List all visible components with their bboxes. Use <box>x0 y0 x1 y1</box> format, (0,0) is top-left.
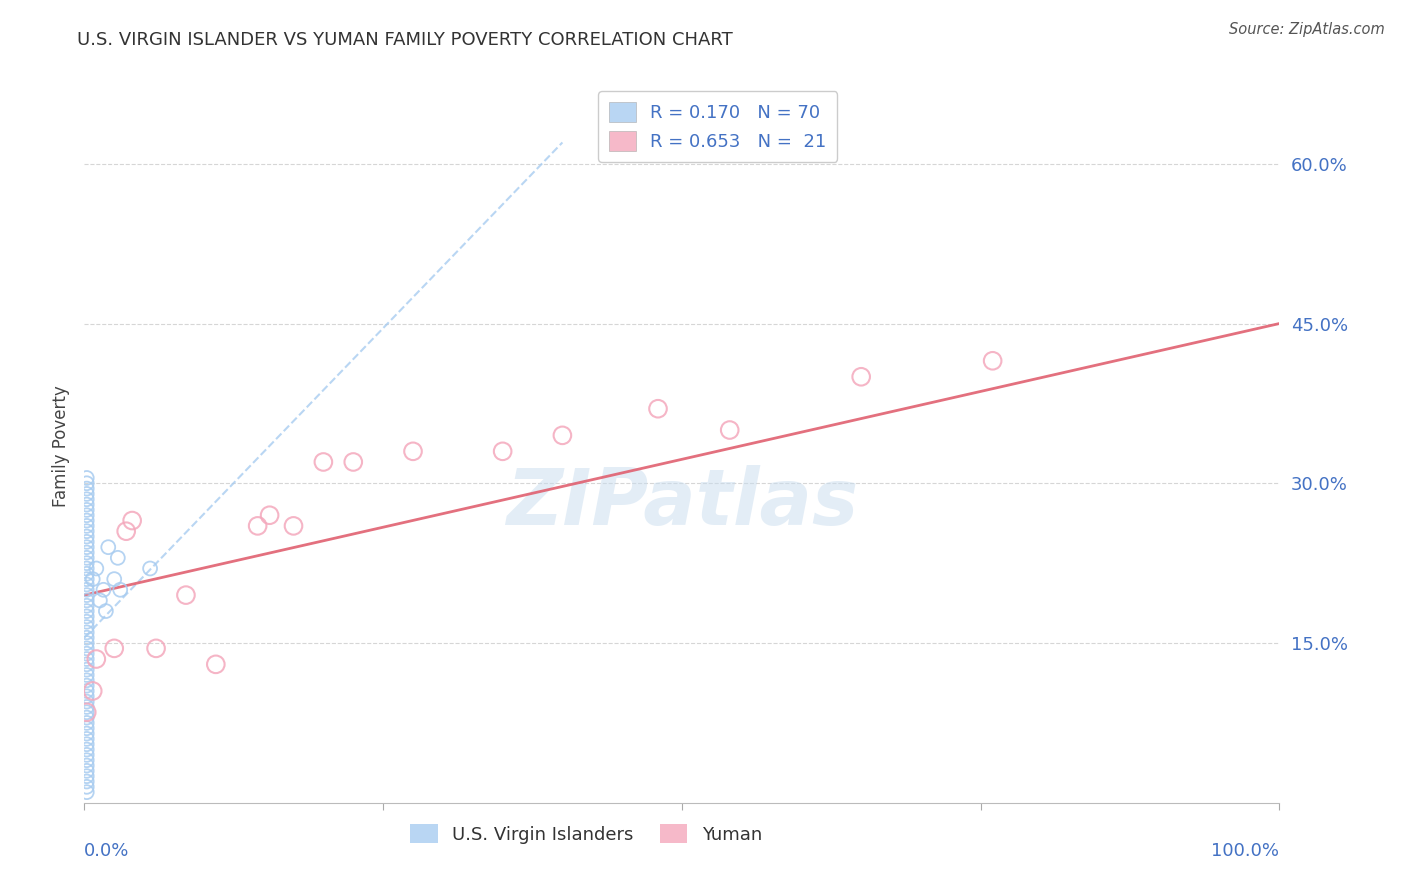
Point <box>76 710 98 724</box>
Point <box>82 684 104 698</box>
Point <box>76 599 98 613</box>
Point <box>76 588 98 602</box>
Point <box>76 514 98 528</box>
Point <box>76 742 98 756</box>
Point <box>110 582 132 597</box>
Point <box>312 455 335 469</box>
Legend: U.S. Virgin Islanders, Yuman: U.S. Virgin Islanders, Yuman <box>404 817 769 851</box>
Point <box>89 593 111 607</box>
Text: U.S. VIRGIN ISLANDER VS YUMAN FAMILY POVERTY CORRELATION CHART: U.S. VIRGIN ISLANDER VS YUMAN FAMILY POV… <box>77 31 733 49</box>
Point <box>76 747 98 762</box>
Point <box>76 471 98 485</box>
Point <box>145 641 167 656</box>
Text: Source: ZipAtlas.com: Source: ZipAtlas.com <box>1229 22 1385 37</box>
Point <box>76 540 98 554</box>
Point <box>76 524 98 539</box>
Point <box>76 647 98 661</box>
Point <box>851 369 873 384</box>
Point <box>76 780 98 794</box>
Point <box>76 498 98 512</box>
Point <box>86 652 108 666</box>
Point <box>551 428 574 442</box>
Point <box>174 588 197 602</box>
Point <box>103 641 125 656</box>
Point <box>121 514 143 528</box>
Point <box>86 561 108 575</box>
Point <box>76 556 98 570</box>
Y-axis label: Family Poverty: Family Poverty <box>52 385 70 507</box>
Point <box>76 764 98 778</box>
Point <box>76 631 98 645</box>
Point <box>76 715 98 730</box>
Point <box>76 529 98 543</box>
Point <box>76 582 98 597</box>
Text: 0.0%: 0.0% <box>84 842 129 860</box>
Point <box>76 508 98 523</box>
Point <box>76 636 98 650</box>
Point <box>76 700 98 714</box>
Point <box>76 726 98 740</box>
Point <box>76 625 98 640</box>
Point <box>76 593 98 607</box>
Point <box>76 492 98 507</box>
Point <box>246 519 269 533</box>
Point <box>76 476 98 491</box>
Point <box>139 561 162 575</box>
Point <box>76 673 98 688</box>
Point <box>981 353 1004 368</box>
Point <box>76 652 98 666</box>
Point <box>97 540 120 554</box>
Point <box>93 582 115 597</box>
Point <box>94 604 117 618</box>
Text: 100.0%: 100.0% <box>1212 842 1279 860</box>
Point <box>76 706 98 720</box>
Point <box>342 455 364 469</box>
Point <box>76 690 98 704</box>
Point <box>76 679 98 693</box>
Point <box>76 785 98 799</box>
Point <box>76 550 98 565</box>
Point <box>76 487 98 501</box>
Point <box>76 774 98 789</box>
Point <box>76 577 98 591</box>
Point <box>76 615 98 629</box>
Point <box>76 721 98 735</box>
Point <box>76 657 98 672</box>
Point <box>76 534 98 549</box>
Point <box>76 503 98 517</box>
Point <box>76 695 98 709</box>
Point <box>76 663 98 677</box>
Point <box>402 444 425 458</box>
Point <box>82 572 104 586</box>
Point <box>283 519 305 533</box>
Point <box>76 769 98 783</box>
Point <box>647 401 669 416</box>
Point <box>76 572 98 586</box>
Point <box>107 550 129 565</box>
Point <box>76 737 98 751</box>
Point <box>76 545 98 559</box>
Point <box>103 572 125 586</box>
Point <box>76 753 98 767</box>
Point <box>76 604 98 618</box>
Point <box>76 758 98 772</box>
Point <box>76 641 98 656</box>
Point <box>115 524 138 539</box>
Point <box>76 706 98 720</box>
Point <box>76 620 98 634</box>
Point <box>76 519 98 533</box>
Text: ZIPatlas: ZIPatlas <box>506 465 858 541</box>
Point <box>259 508 281 523</box>
Point <box>76 566 98 581</box>
Point <box>76 668 98 682</box>
Point <box>76 731 98 746</box>
Point <box>76 482 98 496</box>
Point <box>492 444 515 458</box>
Point <box>76 561 98 575</box>
Point <box>718 423 741 437</box>
Point <box>76 609 98 624</box>
Point <box>76 684 98 698</box>
Point <box>205 657 228 672</box>
